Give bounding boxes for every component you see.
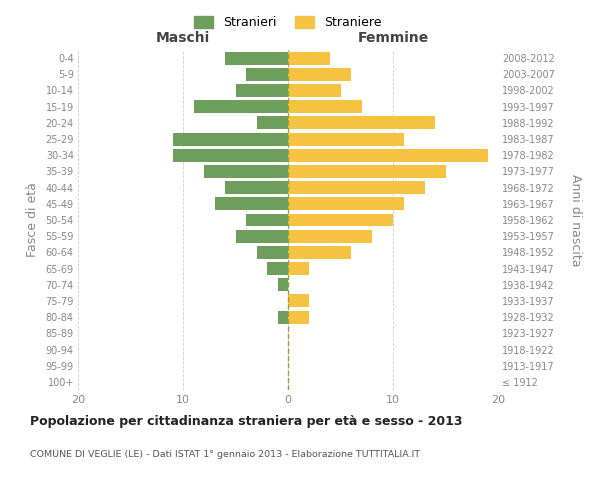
Bar: [235, 84, 288, 97]
Bar: [288, 100, 361, 113]
Bar: [215, 198, 288, 210]
Bar: [267, 262, 288, 275]
Bar: [288, 230, 372, 242]
Bar: [288, 246, 351, 259]
Bar: [173, 132, 288, 145]
Bar: [277, 278, 288, 291]
Bar: [288, 116, 435, 130]
Bar: [288, 214, 393, 226]
Bar: [225, 52, 288, 64]
Bar: [288, 132, 404, 145]
Bar: [257, 246, 288, 259]
Bar: [288, 52, 330, 64]
Bar: [235, 230, 288, 242]
Bar: [225, 181, 288, 194]
Text: Popolazione per cittadinanza straniera per età e sesso - 2013: Popolazione per cittadinanza straniera p…: [30, 415, 463, 428]
Bar: [204, 165, 288, 178]
Text: Maschi: Maschi: [156, 31, 210, 45]
Bar: [288, 294, 309, 308]
Bar: [288, 149, 487, 162]
Bar: [257, 116, 288, 130]
Bar: [288, 68, 351, 81]
Bar: [193, 100, 288, 113]
Bar: [288, 84, 341, 97]
Bar: [288, 181, 425, 194]
Bar: [246, 68, 288, 81]
Text: Femmine: Femmine: [358, 31, 428, 45]
Bar: [277, 310, 288, 324]
Y-axis label: Anni di nascita: Anni di nascita: [569, 174, 582, 266]
Y-axis label: Fasce di età: Fasce di età: [26, 182, 38, 258]
Bar: [288, 198, 404, 210]
Bar: [288, 262, 309, 275]
Bar: [288, 165, 445, 178]
Bar: [288, 310, 309, 324]
Text: COMUNE DI VEGLIE (LE) - Dati ISTAT 1° gennaio 2013 - Elaborazione TUTTITALIA.IT: COMUNE DI VEGLIE (LE) - Dati ISTAT 1° ge…: [30, 450, 420, 459]
Legend: Stranieri, Straniere: Stranieri, Straniere: [190, 11, 386, 34]
Bar: [246, 214, 288, 226]
Bar: [173, 149, 288, 162]
